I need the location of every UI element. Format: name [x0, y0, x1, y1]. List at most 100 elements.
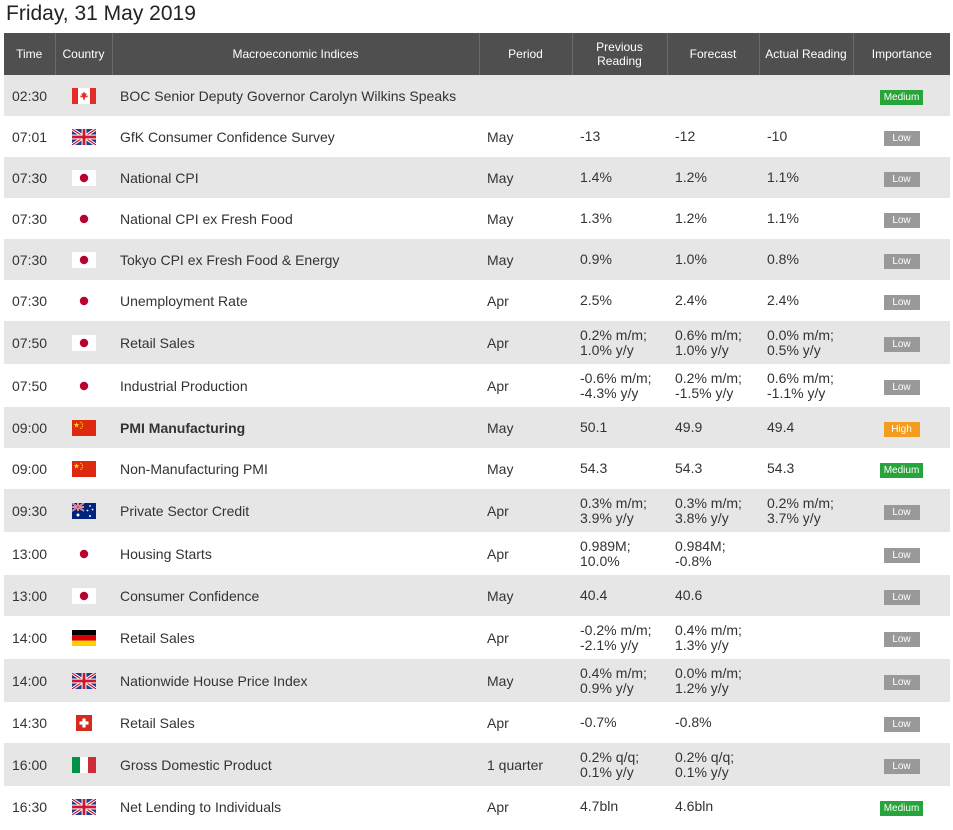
period-cell: Apr [479, 280, 572, 321]
indicator-name[interactable]: PMI Manufacturing [112, 407, 479, 448]
table-row[interactable]: 02:30 BOC Senior Deputy Governor Carolyn … [4, 75, 950, 116]
indicator-name[interactable]: Consumer Confidence [112, 575, 479, 616]
indicator-name[interactable]: Tokyo CPI ex Fresh Food & Energy [112, 239, 479, 280]
table-row[interactable]: 07:50 Retail Sales Apr 0.2% m/m; 1.0% y/y 0.6… [4, 321, 950, 364]
time-cell: 07:30 [4, 157, 55, 198]
indicator-name[interactable]: National CPI [112, 157, 479, 198]
period-cell: May [479, 157, 572, 198]
table-row[interactable]: 16:30 Net Lending to Individuals Apr 4.7bln… [4, 786, 950, 827]
forecast-cell: 0.6% m/m; 1.0% y/y [667, 321, 759, 364]
prev-line: 0.989M; [580, 537, 631, 554]
time-cell: 16:00 [4, 743, 55, 786]
actual-line: -1.1% y/y [767, 384, 826, 401]
prev-line: 54.3 [580, 460, 608, 476]
time-cell: 07:30 [4, 198, 55, 239]
indicator-name[interactable]: Non-Manufacturing PMI [112, 448, 479, 489]
column-header-forecast[interactable]: Forecast [667, 33, 760, 75]
table-row[interactable]: 07:50 Industrial Production Apr -0.6% m/m; -… [4, 364, 950, 407]
table-row[interactable]: 09:30 Private Sector Credit Apr 0.3% m/m; 3.… [4, 489, 950, 532]
prev-line: 0.9% [580, 251, 612, 267]
table-row[interactable]: 14:30 Retail Sales Apr -0.7% -0.8% Low [4, 702, 950, 743]
table-row[interactable]: 16:00 Gross Domestic Product 1 quarter 0.2%… [4, 743, 950, 786]
previous-cell: 0.9% [572, 239, 667, 280]
period-cell: Apr [479, 786, 572, 827]
prev-line: 0.2% m/m; [580, 326, 647, 343]
actual-line: 0.2% m/m; [767, 494, 834, 511]
indicator-name[interactable]: Nationwide House Price Index [112, 659, 479, 702]
indicator-name[interactable]: National CPI ex Fresh Food [112, 198, 479, 239]
economic-calendar-table: Time Country Macroeconomic Indices Perio… [4, 33, 950, 827]
uk-flag-icon [71, 673, 96, 690]
actual-cell: -10 [759, 116, 853, 157]
actual-cell: 0.8% [759, 239, 853, 280]
forecast-line: 0.2% q/q; [675, 748, 735, 765]
country-cell [55, 198, 112, 239]
table-row[interactable]: 13:00 Consumer Confidence May 40.4 40.6 Low [4, 575, 950, 616]
indicator-name[interactable]: Housing Starts [112, 532, 479, 575]
forecast-line: 1.3% y/y [675, 636, 729, 653]
japan-flag-icon [71, 378, 96, 395]
column-header-period[interactable]: Period [479, 33, 573, 75]
actual-cell [759, 702, 853, 743]
period-cell: May [479, 659, 572, 702]
indicator-name[interactable]: GfK Consumer Confidence Survey [112, 116, 479, 157]
importance-badge: Medium [879, 800, 924, 816]
column-header-country[interactable]: Country [55, 33, 113, 75]
table-row[interactable]: 07:30 Tokyo CPI ex Fresh Food & Energy May… [4, 239, 950, 280]
indicator-name[interactable]: Retail Sales [112, 321, 479, 364]
indicator-name[interactable]: Net Lending to Individuals [112, 786, 479, 827]
time-cell: 07:01 [4, 116, 55, 157]
country-cell [55, 407, 112, 448]
column-header-importance[interactable]: Importance [853, 33, 950, 75]
column-header-previous[interactable]: Previous Reading [572, 33, 668, 75]
table-row[interactable]: 14:00 Retail Sales Apr -0.2% m/m; -2.1% y/y 0… [4, 616, 950, 659]
forecast-line: 1.2% y/y [675, 679, 729, 696]
previous-cell: 1.3% [572, 198, 667, 239]
actual-cell: 54.3 [759, 448, 853, 489]
uk-flag-icon [71, 799, 96, 816]
importance-cell: Medium [853, 448, 950, 489]
indicator-name[interactable]: BOC Senior Deputy Governor Carolyn Wilki… [112, 75, 479, 116]
indicator-name[interactable]: Retail Sales [112, 702, 479, 743]
previous-cell: 0.3% m/m; 3.9% y/y [572, 489, 667, 532]
table-row[interactable]: 07:30 Unemployment Rate Apr 2.5% 2.4% 2.4% Low [4, 280, 950, 321]
importance-cell: Medium [853, 786, 950, 827]
importance-badge: Low [883, 294, 920, 310]
prev-line: 1.3% [580, 210, 612, 226]
prev-line: 1.0% y/y [580, 341, 634, 358]
column-header-time[interactable]: Time [4, 33, 56, 75]
table-row[interactable]: 07:30 National CPI ex Fresh Food May 1.3% 1.… [4, 198, 950, 239]
previous-cell: 0.4% m/m; 0.9% y/y [572, 659, 667, 702]
indicator-name[interactable]: Retail Sales [112, 616, 479, 659]
forecast-line: 1.2% [675, 210, 707, 226]
actual-cell [759, 743, 853, 786]
country-cell [55, 75, 112, 116]
indicator-name[interactable]: Gross Domestic Product [112, 743, 479, 786]
indicator-name[interactable]: Industrial Production [112, 364, 479, 407]
table-row[interactable]: 13:00 Housing Starts Apr 0.989M; 10.0% 0.984M… [4, 532, 950, 575]
column-header-indices[interactable]: Macroeconomic Indices [112, 33, 480, 75]
time-cell: 07:30 [4, 280, 55, 321]
actual-cell: 0.0% m/m; 0.5% y/y [759, 321, 853, 364]
importance-badge: Low [883, 212, 920, 228]
table-row[interactable]: 09:00 PMI Manufacturing May 50.1 49.9 49.4 Hig… [4, 407, 950, 448]
period-cell: Apr [479, 702, 572, 743]
table-row[interactable]: 14:00 Nationwide House Price Index May 0.4%… [4, 659, 950, 702]
actual-cell: 2.4% [759, 280, 853, 321]
actual-line: 3.7% y/y [767, 509, 821, 526]
switzerland-flag-icon [71, 715, 96, 732]
table-body: 02:30 BOC Senior Deputy Governor Carolyn … [4, 75, 950, 827]
table-row[interactable]: 07:01 GfK Consumer Confidence Survey May -1… [4, 116, 950, 157]
importance-badge: Low [883, 130, 920, 146]
forecast-line: 1.0% y/y [675, 341, 729, 358]
indicator-name[interactable]: Private Sector Credit [112, 489, 479, 532]
indicator-name[interactable]: Unemployment Rate [112, 280, 479, 321]
period-cell: May [479, 198, 572, 239]
table-row[interactable]: 07:30 National CPI May 1.4% 1.2% 1.1% Low [4, 157, 950, 198]
importance-cell: Low [853, 116, 950, 157]
previous-cell: -13 [572, 116, 667, 157]
table-row[interactable]: 09:00 Non-Manufacturing PMI May 54.3 54.3 54.… [4, 448, 950, 489]
column-header-actual[interactable]: Actual Reading [759, 33, 854, 75]
time-cell: 16:30 [4, 786, 55, 827]
importance-cell: Low [853, 321, 950, 364]
